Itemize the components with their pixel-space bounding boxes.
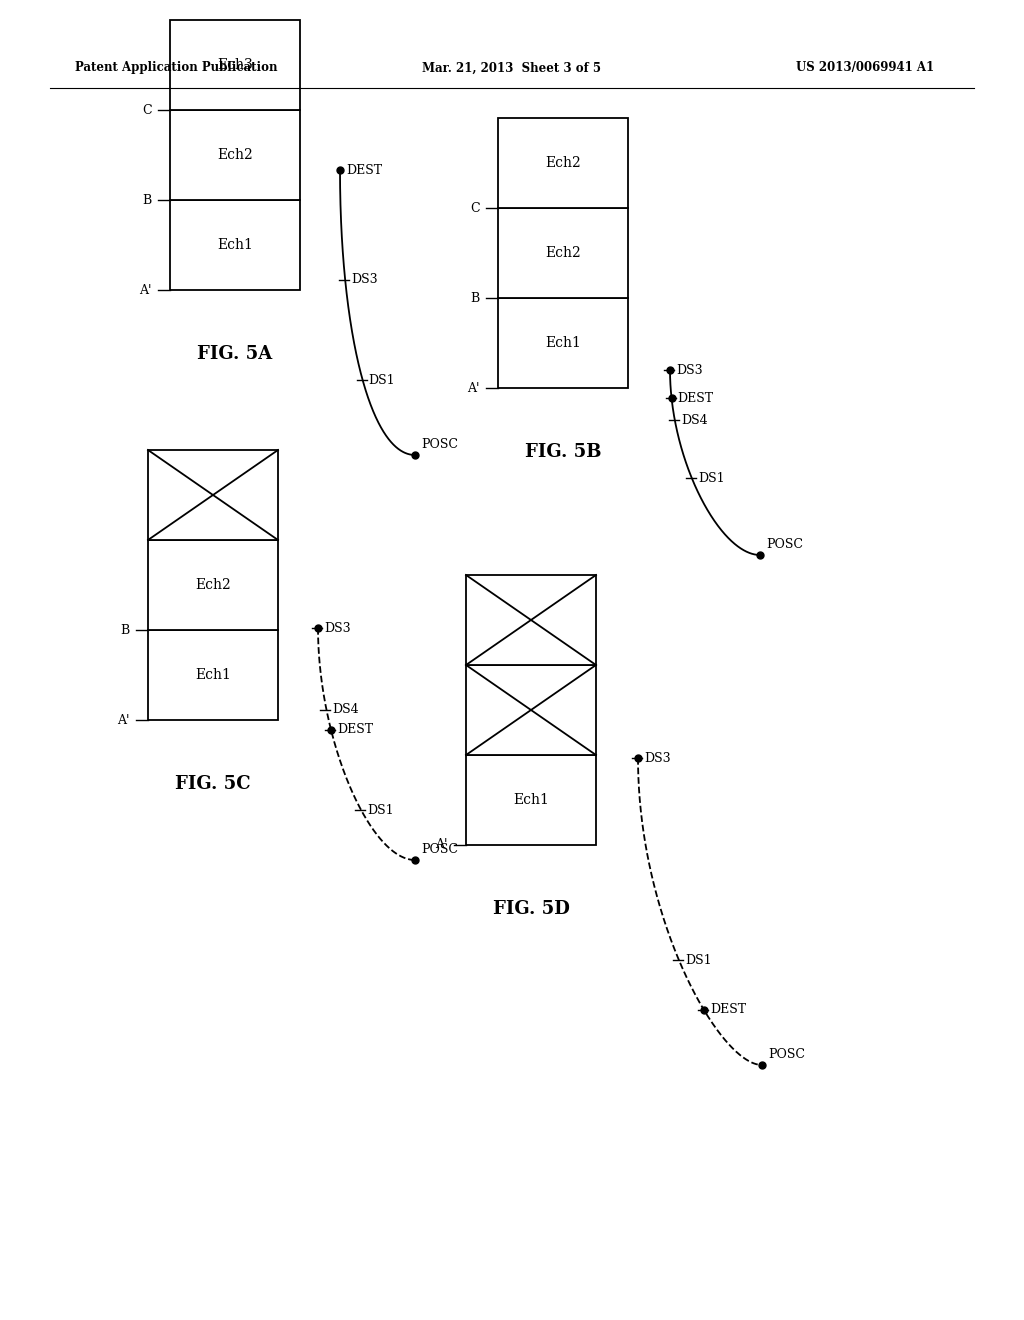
Text: A': A' bbox=[435, 838, 449, 851]
Text: POSC: POSC bbox=[421, 438, 458, 451]
Text: Ech1: Ech1 bbox=[195, 668, 231, 682]
Bar bbox=[148, 450, 278, 540]
Text: Ech2: Ech2 bbox=[196, 578, 230, 591]
Text: FIG. 5A: FIG. 5A bbox=[198, 345, 272, 363]
Text: B: B bbox=[471, 292, 480, 305]
Text: Ech1: Ech1 bbox=[217, 238, 253, 252]
Text: Ech1: Ech1 bbox=[545, 337, 581, 350]
Text: DS3: DS3 bbox=[676, 363, 702, 376]
Text: DS1: DS1 bbox=[368, 804, 394, 817]
Bar bbox=[498, 298, 628, 388]
Text: A': A' bbox=[118, 714, 130, 726]
Bar bbox=[170, 201, 300, 290]
Bar bbox=[170, 110, 300, 201]
Text: A': A' bbox=[139, 284, 152, 297]
Bar bbox=[170, 20, 300, 110]
Text: B: B bbox=[121, 623, 130, 636]
Text: DS3: DS3 bbox=[351, 273, 378, 286]
Text: FIG. 5B: FIG. 5B bbox=[524, 444, 601, 461]
Text: B: B bbox=[142, 194, 152, 206]
Text: DS4: DS4 bbox=[333, 704, 359, 717]
Text: C: C bbox=[470, 202, 480, 214]
Text: DEST: DEST bbox=[346, 164, 382, 177]
Text: DEST: DEST bbox=[710, 1003, 745, 1016]
Text: POSC: POSC bbox=[421, 843, 458, 855]
Text: DEST: DEST bbox=[678, 392, 714, 404]
Bar bbox=[148, 540, 278, 630]
Text: FIG. 5D: FIG. 5D bbox=[493, 900, 569, 917]
Text: Patent Application Publication: Patent Application Publication bbox=[75, 62, 278, 74]
Text: DS4: DS4 bbox=[681, 414, 708, 426]
Text: DS1: DS1 bbox=[697, 471, 724, 484]
Text: DEST: DEST bbox=[337, 723, 373, 737]
Bar bbox=[466, 755, 596, 845]
Text: Ech1: Ech1 bbox=[513, 793, 549, 807]
Text: DS3: DS3 bbox=[644, 751, 671, 764]
Bar bbox=[466, 665, 596, 755]
Text: FIG. 5C: FIG. 5C bbox=[175, 775, 251, 793]
Text: POSC: POSC bbox=[766, 539, 803, 550]
Text: Ech2: Ech2 bbox=[545, 246, 581, 260]
Bar bbox=[466, 576, 596, 665]
Text: US 2013/0069941 A1: US 2013/0069941 A1 bbox=[796, 62, 934, 74]
Text: DS3: DS3 bbox=[324, 622, 350, 635]
Bar bbox=[148, 630, 278, 719]
Bar bbox=[498, 209, 628, 298]
Text: DS1: DS1 bbox=[369, 374, 395, 387]
Bar bbox=[498, 117, 628, 209]
Text: Mar. 21, 2013  Sheet 3 of 5: Mar. 21, 2013 Sheet 3 of 5 bbox=[423, 62, 601, 74]
Text: POSC: POSC bbox=[768, 1048, 805, 1061]
Text: DS1: DS1 bbox=[685, 953, 712, 966]
Text: A': A' bbox=[468, 381, 480, 395]
Text: Ech2: Ech2 bbox=[545, 156, 581, 170]
Text: C: C bbox=[142, 103, 152, 116]
Text: Ech2: Ech2 bbox=[217, 148, 253, 162]
Text: Ech3: Ech3 bbox=[217, 58, 253, 73]
